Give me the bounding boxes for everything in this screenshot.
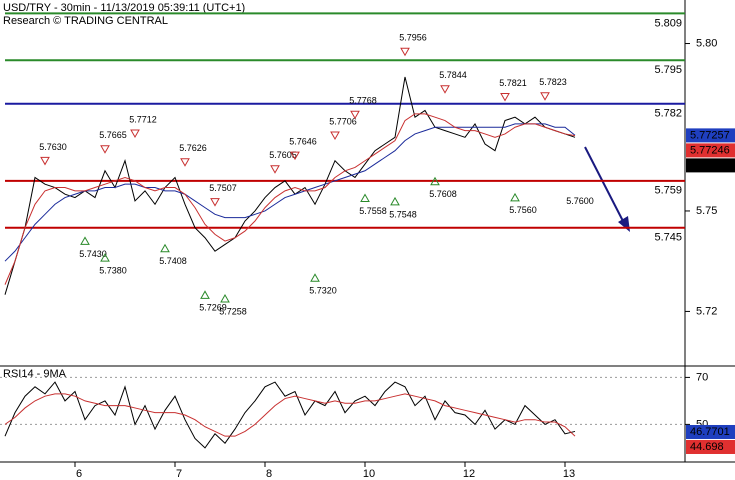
rsi-title: RSI14 - 9MA bbox=[3, 368, 67, 380]
high-marker bbox=[290, 151, 300, 161]
high-marker bbox=[210, 198, 220, 207]
high-marker bbox=[350, 110, 360, 120]
low-marker bbox=[100, 253, 110, 262]
current-value-label: 5.77 bbox=[690, 159, 711, 171]
current-value-label: 5.77257 bbox=[690, 129, 730, 141]
series-line bbox=[4, 76, 576, 295]
high-label: 5.7626 bbox=[179, 143, 207, 153]
low-marker bbox=[200, 290, 210, 299]
current-value-label: 5.77246 bbox=[690, 144, 730, 156]
high-label: 5.7821 bbox=[499, 78, 527, 88]
y-tick-label: 5.75 bbox=[696, 205, 717, 217]
high-label: 5.7665 bbox=[99, 130, 127, 140]
low-marker bbox=[430, 176, 440, 186]
high-marker bbox=[100, 145, 110, 154]
series-line bbox=[4, 113, 576, 285]
target-label: 5.7600 bbox=[566, 196, 594, 206]
low-marker bbox=[160, 243, 170, 253]
high-marker bbox=[500, 92, 510, 102]
current-value-box bbox=[686, 424, 735, 439]
low-marker bbox=[390, 196, 400, 206]
high-label: 5.7768 bbox=[349, 96, 377, 106]
high-label: 5.7605 bbox=[269, 150, 297, 160]
x-tick-label: 10 bbox=[363, 468, 375, 480]
low-marker bbox=[510, 192, 520, 202]
low-label: 5.7558 bbox=[359, 206, 387, 216]
x-tick-label: 13 bbox=[563, 468, 575, 480]
x-tick-label: 8 bbox=[266, 468, 272, 480]
current-value-label: 46.7701 bbox=[690, 426, 730, 438]
low-label: 5.7548 bbox=[389, 209, 417, 219]
low-marker bbox=[310, 273, 320, 282]
current-value-label: 44.698 bbox=[690, 441, 724, 453]
low-label: 5.7258 bbox=[219, 306, 247, 316]
series-line bbox=[4, 123, 576, 262]
high-marker bbox=[540, 92, 550, 101]
level-label: 5.745 bbox=[654, 232, 682, 244]
x-tick-label: 6 bbox=[76, 468, 82, 480]
high-marker bbox=[130, 129, 140, 138]
chart-subtitle: Research © TRADING CENTRAL bbox=[3, 15, 168, 27]
low-label: 5.7320 bbox=[309, 286, 337, 296]
high-marker bbox=[330, 131, 340, 140]
high-marker bbox=[440, 85, 450, 94]
low-label: 5.7560 bbox=[509, 205, 537, 215]
low-marker bbox=[80, 236, 90, 245]
high-label: 5.7823 bbox=[539, 77, 567, 87]
low-label: 5.7408 bbox=[159, 256, 187, 266]
x-tick-label: 12 bbox=[463, 468, 475, 480]
y-tick-label: 5.80 bbox=[696, 37, 717, 49]
current-value-box bbox=[686, 439, 735, 454]
high-label: 5.7646 bbox=[289, 136, 317, 146]
high-label: 5.7712 bbox=[129, 114, 157, 124]
series-line bbox=[4, 393, 576, 437]
current-value-box bbox=[686, 143, 735, 158]
high-marker bbox=[40, 156, 50, 166]
y-tick-label: 70 bbox=[696, 371, 708, 383]
series-line bbox=[4, 381, 576, 449]
low-label: 5.7430 bbox=[79, 249, 107, 259]
low-label: 5.7608 bbox=[429, 189, 457, 199]
high-label: 5.7844 bbox=[439, 70, 467, 80]
low-label: 5.7269 bbox=[199, 303, 227, 313]
low-label: 5.7380 bbox=[99, 266, 127, 276]
low-marker bbox=[220, 293, 230, 303]
x-tick-label: 7 bbox=[176, 468, 182, 480]
high-label: 5.7706 bbox=[329, 116, 357, 126]
high-label: 5.7956 bbox=[399, 33, 427, 43]
high-label: 5.7630 bbox=[39, 142, 67, 152]
high-marker bbox=[400, 47, 410, 57]
high-marker bbox=[270, 165, 280, 174]
chart-title: USD/TRY - 30min - 11/13/2019 05:39:11 (U… bbox=[3, 2, 245, 14]
level-label: 5.759 bbox=[654, 185, 682, 197]
high-marker bbox=[180, 158, 190, 167]
level-label: 5.782 bbox=[654, 108, 682, 120]
level-label: 5.809 bbox=[654, 17, 682, 29]
high-label: 5.7507 bbox=[209, 183, 237, 193]
low-marker bbox=[360, 193, 370, 203]
current-value-box bbox=[686, 128, 735, 143]
forecast-arrow bbox=[584, 146, 626, 226]
current-value-box bbox=[686, 158, 735, 173]
y-tick-label: 5.72 bbox=[696, 305, 717, 317]
level-label: 5.795 bbox=[654, 64, 682, 76]
